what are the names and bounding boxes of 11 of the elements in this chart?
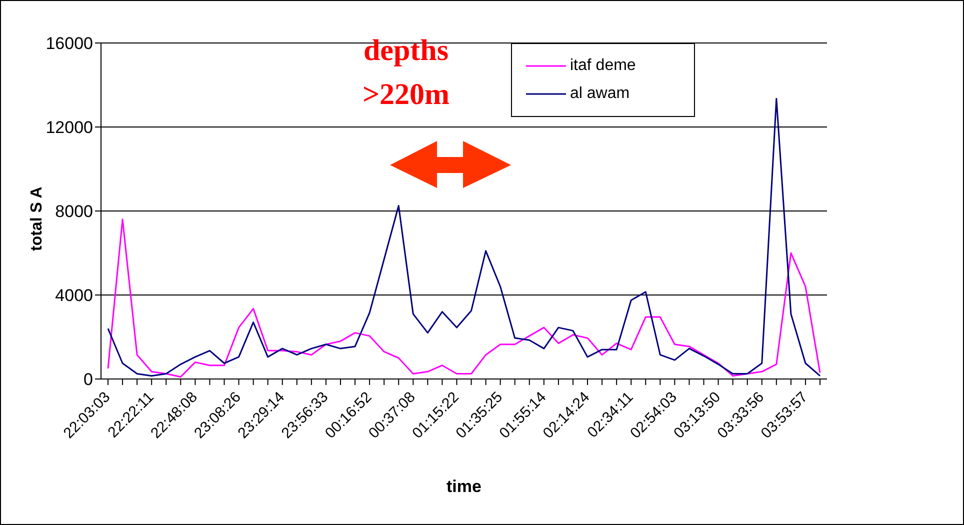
y-tick-label: 4000 — [55, 286, 93, 306]
y-tick-label: 12000 — [46, 118, 93, 138]
annotation: depths >220m — [361, 33, 451, 113]
y-tick-label: 16000 — [46, 34, 93, 54]
y-tick-label: 8000 — [55, 202, 93, 222]
legend-label: itaf deme — [570, 56, 636, 76]
legend-label: al awam — [570, 84, 630, 104]
x-axis-title: time — [446, 477, 482, 496]
y-axis-title: total S A — [28, 186, 46, 251]
y-tick-label: 0 — [84, 370, 93, 390]
line-series — [107, 218, 821, 378]
